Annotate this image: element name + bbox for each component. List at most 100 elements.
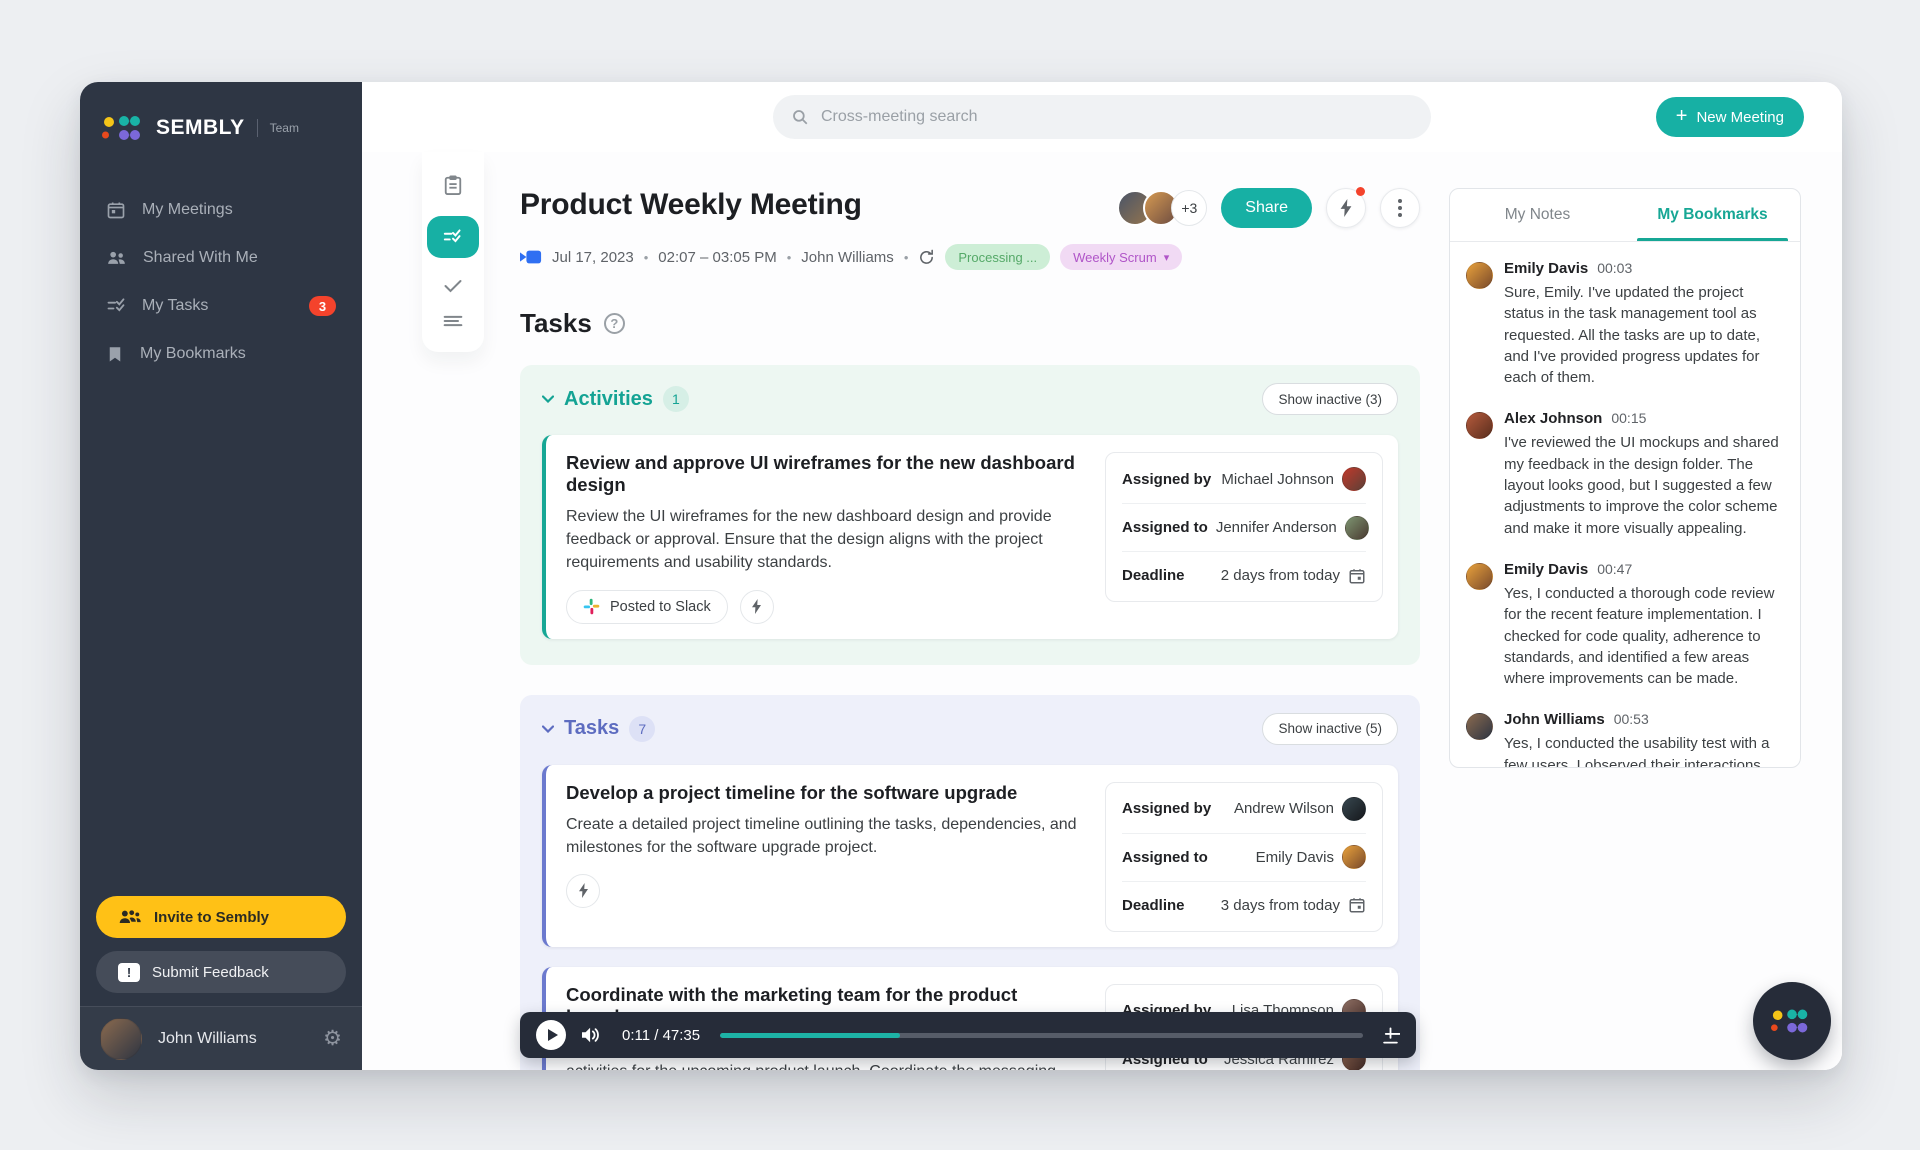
page-heading-row: Tasks ? (520, 308, 1420, 339)
transcript-lines-icon[interactable] (443, 314, 463, 328)
assigned-by-name: Michael Johnson (1221, 470, 1334, 488)
sidebar-item-my-meetings[interactable]: My Meetings (80, 186, 362, 234)
avatar (1466, 562, 1493, 590)
brand-divider (256, 119, 258, 137)
automations-button[interactable] (1326, 187, 1366, 228)
notes-clipboard-icon[interactable] (443, 174, 463, 196)
more-participants-badge[interactable]: +3 (1171, 190, 1208, 226)
help-question-icon[interactable]: ? (603, 313, 625, 334)
meta-separator (904, 249, 909, 266)
sidebar-item-shared-with-me[interactable]: Shared With Me (80, 234, 362, 282)
user-account-row[interactable]: John Williams ⚙ (80, 1006, 362, 1070)
decisions-check-icon[interactable] (443, 278, 463, 294)
download-button[interactable] (1381, 1026, 1400, 1045)
brand-suffix: Team (269, 121, 299, 135)
task-meta-box: Assigned by Andrew Wilson Assigned to Em… (1105, 781, 1383, 932)
more-options-button[interactable] (1380, 188, 1420, 228)
bookmark-timestamp[interactable]: 00:03 (1597, 260, 1633, 276)
bookmark-entry[interactable]: Alex Johnson 00:15 I've reviewed the UI … (1466, 410, 1784, 538)
brand: SEMBLY Team (80, 82, 362, 142)
activities-title[interactable]: Activities 1 (542, 386, 689, 412)
view-icon-rail (422, 152, 484, 352)
chevron-down-icon (542, 395, 554, 403)
notification-dot (1356, 187, 1365, 196)
play-button[interactable] (536, 1020, 566, 1050)
new-meeting-label: New Meeting (1696, 108, 1784, 126)
sync-icon[interactable] (918, 249, 935, 266)
sidebar-item-my-bookmarks[interactable]: My Bookmarks (80, 330, 362, 378)
sidebar-item-label: My Bookmarks (140, 345, 246, 362)
assigned-to-name: Emily Davis (1255, 848, 1334, 866)
tab-my-bookmarks[interactable]: My Bookmarks (1625, 189, 1800, 241)
avatar (1342, 845, 1366, 870)
tasks-view-button[interactable] (427, 216, 479, 258)
search-input[interactable] (821, 108, 1413, 126)
meeting-meta-row: Jul 17, 2023 02:07 – 03:05 PM John Willi… (520, 244, 1420, 270)
page-heading: Tasks (520, 308, 592, 338)
user-name: John Williams (158, 1029, 257, 1047)
activities-section: Activities 1 Show inactive (3) Review an… (520, 365, 1420, 665)
meeting-type-badge[interactable]: Weekly Scrum (1060, 244, 1183, 270)
activities-header: Activities 1 Show inactive (3) (542, 383, 1398, 415)
settings-gear-icon[interactable]: ⚙ (323, 1027, 342, 1050)
feedback-icon: ! (118, 962, 140, 982)
participant-avatars[interactable]: +3 (1117, 190, 1208, 226)
sidebar-spacer (80, 378, 362, 896)
activity-title: Review and approve UI wireframes for the… (566, 452, 1075, 495)
sidebar: SEMBLY Team My Meetings Shared With M (80, 82, 362, 1070)
quick-action-button[interactable] (739, 589, 774, 624)
share-button[interactable]: Share (1221, 188, 1312, 228)
meeting-header: Product Weekly Meeting +3 Share (520, 187, 1420, 228)
volume-icon[interactable] (580, 1026, 602, 1044)
avatar (1466, 262, 1493, 289)
posted-to-slack-chip[interactable]: Posted to Slack (566, 589, 728, 624)
sidebar-item-my-tasks[interactable]: My Tasks 3 (80, 282, 362, 330)
search-icon (793, 110, 808, 125)
calendar-icon (1349, 898, 1365, 913)
bookmark-text: Yes, I conducted a thorough code review … (1504, 584, 1775, 688)
tasks-title[interactable]: Tasks 7 (542, 715, 656, 742)
sidebar-item-label: Shared With Me (143, 249, 258, 266)
calendar-icon (107, 202, 125, 219)
processing-status-badge: Processing ... (945, 244, 1051, 270)
sembly-assistant-button[interactable] (1753, 982, 1831, 1060)
bookmark-entry[interactable]: Emily Davis 00:03 Sure, Emily. I've upda… (1466, 260, 1784, 388)
bookmarks-list: Emily Davis 00:03 Sure, Emily. I've upda… (1450, 242, 1800, 767)
search-box[interactable] (773, 95, 1431, 139)
activity-actions: Posted to Slack (566, 589, 1079, 624)
activity-card: Review and approve UI wireframes for the… (542, 435, 1398, 639)
invite-people-icon (119, 910, 141, 923)
chevron-down-icon (542, 724, 554, 733)
tab-my-notes[interactable]: My Notes (1504, 206, 1571, 223)
show-inactive-tasks-button[interactable]: Show inactive (5) (1262, 712, 1398, 745)
bookmark-timestamp[interactable]: 00:15 (1611, 410, 1647, 427)
assigned-to-name: Jennifer Anderson (1215, 519, 1337, 536)
avatar (1342, 796, 1366, 821)
new-meeting-button[interactable]: + New Meeting (1655, 97, 1804, 137)
bookmark-timestamp[interactable]: 00:53 (1613, 711, 1649, 728)
lightning-icon (752, 599, 762, 615)
download-icon (1383, 1026, 1400, 1044)
tasks-header: Tasks 7 Show inactive (5) (542, 712, 1398, 745)
sidebar-item-label: My Meetings (142, 201, 233, 218)
deadline-row: Deadline 2 days from today (1122, 551, 1366, 599)
show-inactive-activities-button[interactable]: Show inactive (3) (1262, 383, 1398, 415)
meeting-header-controls: +3 Share (1117, 187, 1420, 228)
bookmark-timestamp[interactable]: 00:47 (1597, 560, 1633, 577)
notes-bookmarks-panel: My Notes My Bookmarks Emily Davis 00:03 … (1449, 188, 1801, 768)
assigned-to-row: Assigned to Jennifer Anderson (1122, 503, 1369, 551)
progress-track[interactable] (720, 1032, 1363, 1038)
activity-card-main: Review and approve UI wireframes for the… (566, 452, 1079, 624)
invite-to-sembly-button[interactable]: Invite to Sembly (96, 896, 346, 938)
submit-feedback-button[interactable]: ! Submit Feedback (96, 951, 346, 993)
quick-action-button[interactable] (566, 873, 600, 908)
meeting-column: Product Weekly Meeting +3 Share (520, 187, 1420, 1070)
bookmark-author: Emily Davis (1504, 560, 1589, 578)
task-actions (566, 873, 1079, 908)
bookmark-entry[interactable]: Emily Davis 00:47 Yes, I conducted a tho… (1466, 561, 1784, 689)
topbar: + New Meeting (362, 82, 1842, 152)
feedback-button-label: Submit Feedback (152, 963, 269, 981)
bookmark-entry[interactable]: John Williams 00:53 Yes, I conducted the… (1466, 711, 1784, 767)
deadline-value: 2 days from today (1220, 567, 1340, 584)
activity-description: Review the UI wireframes for the new das… (566, 508, 1052, 572)
